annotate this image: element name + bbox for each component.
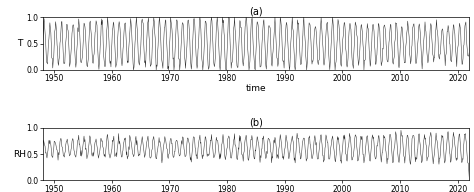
Title: (b): (b) xyxy=(249,117,263,127)
Title: (a): (a) xyxy=(249,7,263,17)
X-axis label: time: time xyxy=(246,84,266,94)
Y-axis label: T: T xyxy=(17,39,22,48)
Y-axis label: RH: RH xyxy=(13,150,26,159)
